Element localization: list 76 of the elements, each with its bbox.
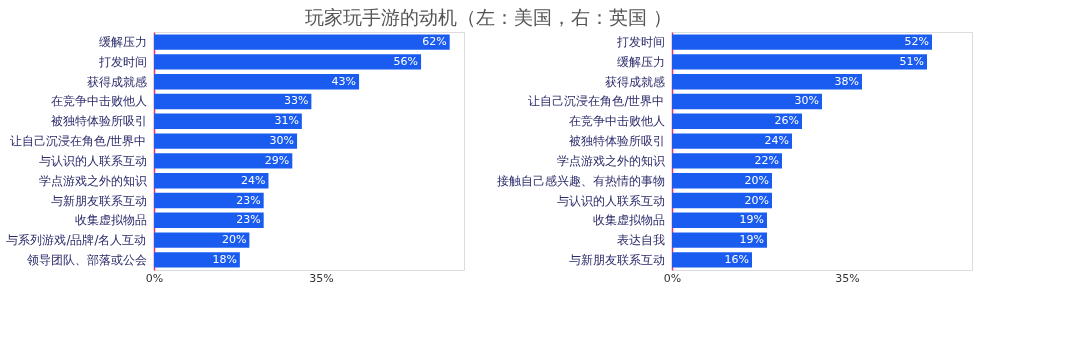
y-tick-label: 打发时间 — [97, 54, 147, 69]
data-label: 24% — [241, 173, 266, 187]
data-label: 38% — [834, 74, 859, 88]
data-label: 31% — [274, 114, 299, 128]
bar — [154, 73, 360, 90]
bar — [154, 252, 240, 268]
data-label: 30% — [794, 94, 819, 108]
data-label: 30% — [269, 134, 295, 148]
y-tick-label: 获得成就感 — [86, 74, 147, 89]
data-label: 51% — [899, 54, 924, 68]
bar — [672, 153, 782, 169]
data-label: 62% — [422, 35, 447, 49]
y-tick-label: 学点游戏之外的知识 — [556, 153, 665, 168]
y-tick-label: 打发时间 — [615, 35, 665, 50]
bar — [672, 93, 822, 110]
x-tick-label: 35% — [835, 271, 860, 285]
y-tick-label: 被独特体验所吸引 — [568, 134, 665, 149]
data-label: 29% — [264, 153, 290, 167]
y-tick-label: 与认识的人联系互动 — [556, 193, 665, 208]
bar — [672, 192, 772, 209]
data-label: 23% — [236, 213, 261, 227]
data-label: 20% — [744, 173, 769, 187]
y-tick-label: 与系列游戏/品牌/名人互动 — [6, 233, 147, 248]
bar — [672, 113, 802, 130]
bar — [672, 54, 927, 70]
bar — [154, 113, 302, 130]
y-tick-label: 让自己沉浸在角色/世界中 — [10, 134, 147, 149]
data-label: 16% — [724, 252, 749, 266]
bar — [672, 172, 772, 189]
data-label: 56% — [393, 54, 419, 68]
y-tick-label: 被独特体验所吸引 — [50, 114, 147, 129]
data-label: 43% — [331, 74, 357, 88]
data-label: 23% — [236, 193, 261, 207]
y-tick-label: 领导团队、部落或公会 — [26, 252, 147, 267]
bar — [672, 252, 752, 268]
bar — [154, 93, 312, 110]
data-label: 22% — [754, 153, 779, 167]
y-tick-label: 在竞争中击败他人 — [568, 114, 665, 129]
y-tick-label: 与新朋友联系互动 — [50, 193, 147, 208]
bar — [672, 34, 932, 50]
bar — [154, 34, 450, 50]
bar — [154, 192, 264, 209]
data-label: 24% — [764, 134, 789, 148]
data-label: 19% — [739, 213, 764, 227]
y-tick-label: 收集虚拟物品 — [592, 213, 665, 228]
y-tick-label: 接触自己感兴趣、有热情的事物 — [496, 173, 665, 188]
y-tick-label: 获得成就感 — [604, 74, 665, 89]
bar — [672, 133, 792, 149]
y-tick-label: 让自己沉浸在角色/世界中 — [528, 94, 665, 109]
chart-title: 玩家玩手游的动机（左：美国，右：英国 ） — [305, 5, 673, 28]
data-label: 18% — [212, 252, 237, 266]
bar — [154, 212, 264, 229]
bar — [154, 54, 422, 70]
y-tick-label: 收集虚拟物品 — [74, 213, 147, 228]
bar — [672, 232, 767, 248]
data-label: 52% — [904, 35, 929, 49]
x-tick-label: 35% — [309, 271, 334, 285]
bar — [154, 153, 293, 169]
y-tick-label: 缓解压力 — [98, 35, 147, 50]
y-tick-label: 与新朋友联系互动 — [568, 252, 665, 267]
bar — [154, 232, 250, 248]
y-tick-label: 表达自我 — [616, 233, 665, 248]
data-label: 20% — [744, 193, 769, 207]
bar — [154, 133, 298, 149]
x-tick-label: 0% — [663, 271, 682, 285]
y-tick-label: 缓解压力 — [616, 54, 665, 69]
data-label: 26% — [774, 114, 799, 128]
data-label: 19% — [739, 233, 764, 247]
bar — [672, 73, 862, 90]
x-tick-label: 0% — [145, 271, 164, 285]
data-label: 20% — [221, 233, 247, 247]
y-tick-label: 学点游戏之外的知识 — [38, 173, 147, 188]
y-tick-label: 与认识的人联系互动 — [38, 153, 147, 168]
y-tick-label: 在竞争中击败他人 — [50, 94, 147, 109]
bar — [154, 172, 269, 189]
data-label: 33% — [283, 94, 309, 108]
